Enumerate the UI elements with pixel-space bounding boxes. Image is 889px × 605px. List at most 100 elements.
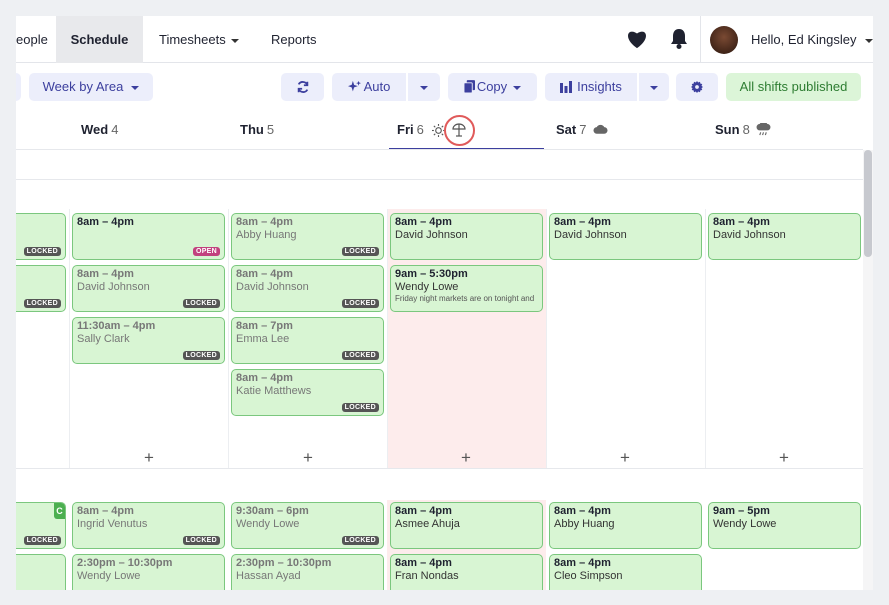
shift-employee: Wendy Lowe [236,518,300,530]
day-name: Fri [397,122,414,137]
shift-time: 9am – 5pm [713,505,770,517]
shift-time: 9:30am – 6pm [236,505,309,517]
chevron-down-icon [131,85,140,90]
shift-card[interactable]: 8am – 4pm Abby Huang [549,502,702,549]
shift-time: 8am – 4pm [713,216,770,228]
bell-icon[interactable] [669,28,689,50]
shift-employee: Asmee Ahuja [395,518,460,530]
shift-employee: Wendy Lowe [395,281,459,293]
shift-card[interactable]: 8am – 4pm Ingrid Venutus LOCKED [72,502,225,549]
nav-tab-timesheets-label: Timesheets [159,32,226,47]
column-divider [387,209,388,468]
insights-button[interactable]: Insights [545,73,637,101]
shift-card[interactable]: 8am – 4pm OPEN [72,213,225,260]
vertical-scrollbar[interactable] [863,150,873,590]
shift-card[interactable] [16,554,66,590]
day-header-sun[interactable]: Sun 8 [715,116,750,150]
shift-time: 8am – 4pm [395,505,452,517]
refresh-button[interactable] [281,73,324,101]
shift-card[interactable]: 9am – 5pm Wendy Lowe [708,502,861,549]
shift-card[interactable]: 9:30am – 6pm Wendy Lowe LOCKED [231,502,384,549]
gear-icon [691,81,703,93]
shift-time: 2:30pm – 10:30pm [77,557,173,569]
add-shift-button[interactable]: + [620,448,630,467]
shift-employee: Sally Clark [77,333,130,345]
locked-badge: LOCKED [341,536,379,545]
shift-card[interactable]: 8am – 4pm David Johnson LOCKED [72,265,225,312]
shift-employee: Ingrid Venutus [77,518,148,530]
shift-time: 8am – 4pm [554,557,611,569]
shift-employee: Abby Huang [554,518,615,530]
user-menu[interactable]: Hello, Ed Kingsley [751,16,873,63]
shift-card[interactable]: 8am – 7pm Emma Lee LOCKED [231,317,384,364]
auto-button[interactable]: Auto [332,73,406,101]
prev-control[interactable] [16,73,21,101]
copy-button-label: Copy [476,79,508,94]
shift-card[interactable]: 8am – 4pm David Johnson [549,213,702,260]
avatar[interactable] [710,26,738,54]
header-divider [16,149,863,150]
day-header-thu[interactable]: Thu 5 [240,116,274,150]
shift-card[interactable]: 8am – 4pm Asmee Ahuja [390,502,543,549]
shift-card[interactable]: 8am – 4pm Katie Matthews LOCKED [231,369,384,416]
copy-button[interactable]: Copy [448,73,537,101]
shift-time: 8am – 4pm [236,268,293,280]
column-divider [69,209,70,468]
shift-card[interactable]: 2:30pm – 10:30pm Hassan Ayad [231,554,384,590]
app-window: eople Schedule Timesheets Reports Hello,… [16,16,873,590]
sun-icon [432,124,445,137]
shift-card[interactable]: LOCKED [16,265,66,312]
shift-card[interactable]: 8am – 4pm Abby Huang LOCKED [231,213,384,260]
add-shift-button[interactable]: + [461,448,471,467]
heart-icon[interactable] [626,29,648,49]
shift-employee: Katie Matthews [236,385,312,397]
copy-icon [463,80,475,94]
day-name: Wed [81,122,109,137]
chevron-down-icon [650,85,658,90]
sparkle-icon [347,80,361,92]
nav-tab-schedule[interactable]: Schedule [56,16,143,63]
shift-card[interactable]: 8am – 4pm David Johnson [390,213,543,260]
shift-card[interactable]: 9am – 5:30pm Wendy Lowe Friday night marke… [390,265,543,312]
column-divider [228,209,229,468]
shift-card[interactable]: LOCKED C [16,502,66,549]
auto-menu-button[interactable] [408,73,440,101]
shift-card[interactable]: 8am – 4pm Fran Nondas [390,554,543,590]
shift-employee: David Johnson [554,229,627,241]
add-shift-button[interactable]: + [303,448,313,467]
settings-button[interactable] [676,73,718,101]
shift-card[interactable]: LOCKED [16,213,66,260]
cloud-icon [593,124,608,134]
chevron-down-icon [513,85,522,90]
nav-tab-timesheets[interactable]: Timesheets [159,16,239,63]
day-header-sat[interactable]: Sat 7 [556,116,586,150]
insights-menu-button[interactable] [639,73,669,101]
shift-card[interactable]: 2:30pm – 10:30pm Wendy Lowe [72,554,225,590]
add-shift-button[interactable]: + [779,448,789,467]
shift-card[interactable]: 8am – 4pm Cleo Simpson [549,554,702,590]
day-number: 5 [266,122,275,137]
view-select[interactable]: Week by Area [29,73,153,101]
shift-card[interactable]: 8am – 4pm David Johnson [708,213,861,260]
scrollbar-thumb[interactable] [864,150,872,257]
shift-employee: Cleo Simpson [554,570,623,582]
day-header-fri[interactable]: Fri 6 [397,116,424,150]
publish-status[interactable]: All shifts published [726,73,861,101]
shift-employee: Abby Huang [236,229,297,241]
shift-card[interactable]: 8am – 4pm David Johnson LOCKED [231,265,384,312]
shift-time: 2:30pm – 10:30pm [236,557,332,569]
day-header-wed[interactable]: Wed 4 [81,116,118,150]
section-divider [16,179,863,180]
shift-employee: David Johnson [236,281,309,293]
nav-tab-reports[interactable]: Reports [271,32,317,47]
locked-badge: LOCKED [23,299,61,308]
shift-time: 8am – 4pm [77,505,134,517]
shift-time: 8am – 4pm [77,216,134,228]
chevron-down-icon [230,38,239,43]
nav-tab-people[interactable]: eople [16,32,48,47]
status-badge: C [54,503,65,519]
locked-badge: LOCKED [341,247,379,256]
shift-time: 8am – 4pm [236,216,293,228]
add-shift-button[interactable]: + [144,448,154,467]
shift-card[interactable]: 11:30am – 4pm Sally Clark LOCKED [72,317,225,364]
